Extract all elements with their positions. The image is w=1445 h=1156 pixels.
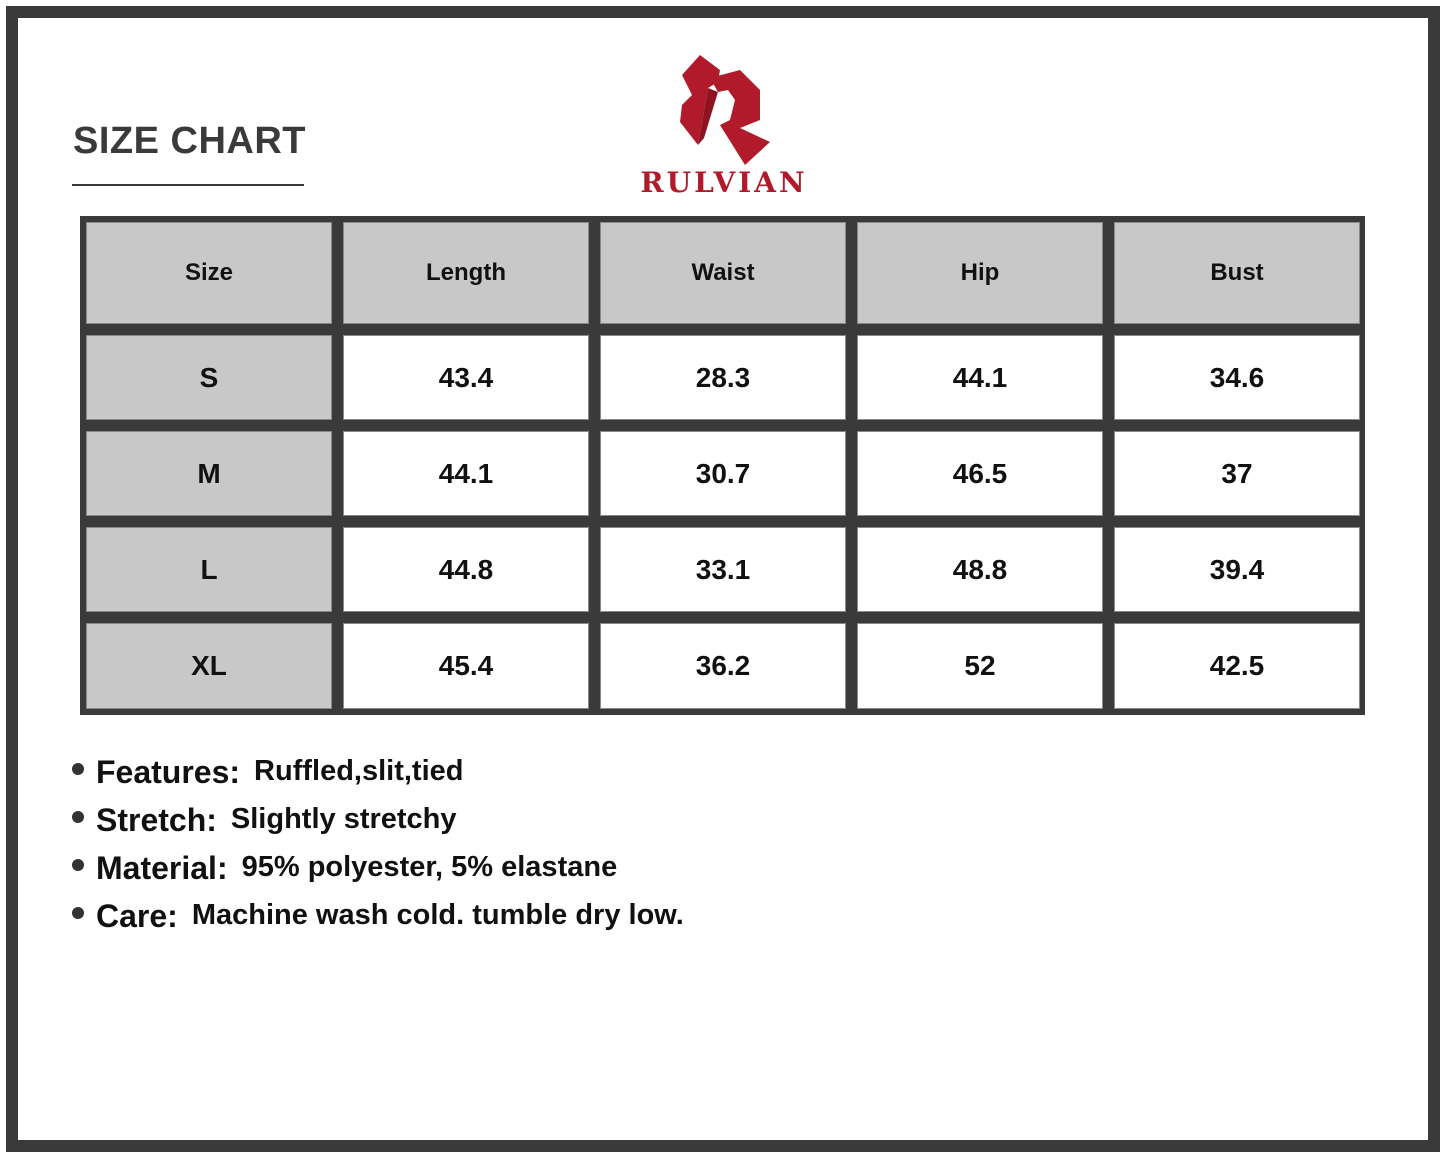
column-header: Bust — [1114, 222, 1360, 324]
feature-item: Material: 95% polyester, 5% elastane — [72, 850, 617, 887]
column-header: Waist — [600, 222, 846, 324]
size-label: L — [86, 527, 332, 612]
bullet-icon — [72, 811, 84, 823]
size-label: M — [86, 431, 332, 516]
bullet-icon — [72, 907, 84, 919]
table-cell: 44.1 — [343, 431, 589, 516]
feature-label: Care: — [96, 898, 178, 934]
table-cell: 48.8 — [857, 527, 1103, 612]
table-cell: 33.1 — [600, 527, 846, 612]
feature-label: Stretch: — [96, 802, 217, 838]
feature-item: Features: Ruffled,slit,tied — [72, 754, 464, 791]
feature-label: Features: — [96, 754, 241, 790]
brand-name: RULVIAN — [640, 166, 808, 199]
page-title: SIZE CHART — [73, 120, 306, 162]
table-cell: 37 — [1114, 431, 1360, 516]
table-cell: 44.1 — [857, 335, 1103, 420]
feature-label: Material: — [96, 850, 228, 886]
column-header: Length — [343, 222, 589, 324]
title-underline — [72, 184, 304, 186]
feature-value: 95% polyester, 5% elastane — [241, 851, 618, 883]
table-cell: 42.5 — [1114, 623, 1360, 709]
table-cell: 43.4 — [343, 335, 589, 420]
table-cell: 44.8 — [343, 527, 589, 612]
feature-item: Stretch: Slightly stretchy — [72, 802, 457, 839]
bullet-icon — [72, 859, 84, 871]
bullet-icon — [72, 763, 84, 775]
size-label: S — [86, 335, 332, 420]
table-cell: 30.7 — [600, 431, 846, 516]
size-label: XL — [86, 623, 332, 709]
feature-item: Care: Machine wash cold. tumble dry low. — [72, 898, 684, 935]
table-cell: 39.4 — [1114, 527, 1360, 612]
column-header: Hip — [857, 222, 1103, 324]
table-cell: 46.5 — [857, 431, 1103, 516]
feature-value: Machine wash cold. tumble dry low. — [191, 899, 684, 931]
table-cell: 36.2 — [600, 623, 846, 709]
table-cell: 52 — [857, 623, 1103, 709]
table-cell: 45.4 — [343, 623, 589, 709]
column-header: Size — [86, 222, 332, 324]
feature-value: Ruffled,slit,tied — [254, 755, 464, 787]
brand-logo-icon — [680, 55, 770, 165]
table-cell: 28.3 — [600, 335, 846, 420]
feature-value: Slightly stretchy — [230, 803, 457, 835]
size-table: Size Length Waist Hip Bust S 43.4 28.3 44.1 34.6 M… — [80, 216, 1365, 715]
table-cell: 34.6 — [1114, 335, 1360, 420]
